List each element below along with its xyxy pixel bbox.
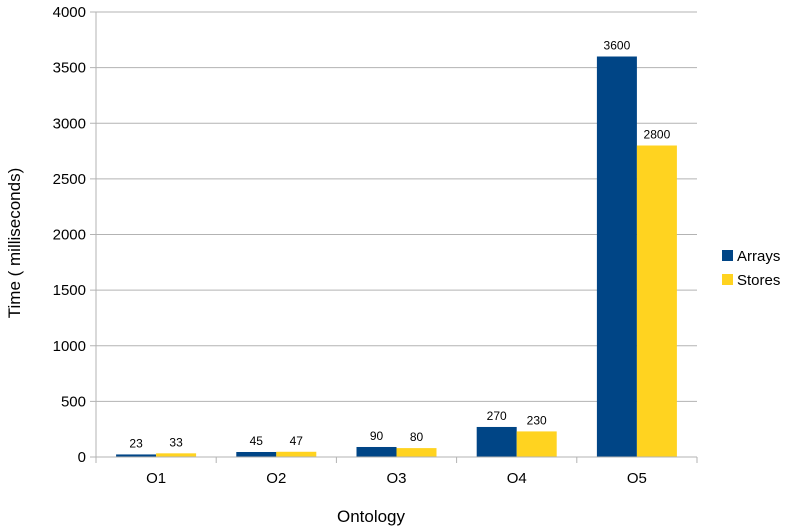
data-label: 2800 [644,128,671,142]
bars [116,56,677,457]
x-tick-label: O1 [146,470,166,487]
bar-arrays-o1 [116,454,157,457]
bar-arrays-o2 [236,451,277,457]
bar-stores-o3 [396,448,437,457]
x-tick-label: O5 [627,470,647,487]
legend-swatch-arrays [722,250,733,261]
y-tick-label: 0 [78,449,86,466]
data-label: 47 [290,434,304,448]
bar-arrays-o5 [596,56,637,457]
legend: Arrays Stores [722,248,780,289]
bar-stores-o2 [276,451,317,457]
x-tick-label: O2 [266,470,286,487]
y-tick-label: 3500 [53,60,86,77]
y-tick-label: 4000 [53,4,86,21]
y-tick-label: 2000 [53,227,86,244]
bar-stores-o1 [156,453,197,457]
data-label: 3600 [604,39,631,53]
data-label: 33 [169,435,183,449]
y-tick-label: 3000 [53,115,86,132]
data-label: 80 [410,430,424,444]
y-tick-label: 500 [61,393,86,410]
x-tick-labels: O1 O2 O3 O4 O5 [95,457,698,487]
legend-swatch-stores [722,274,733,285]
y-axis-title: Time ( milliseconds) [5,168,24,319]
x-tick-label: O4 [507,470,527,487]
x-axis-title: Ontology [337,507,406,526]
bar-arrays-o3 [356,446,397,457]
bar-arrays-o4 [476,426,517,457]
data-label: 270 [487,409,507,423]
legend-label-arrays: Arrays [737,248,780,265]
x-tick-label: O3 [386,470,406,487]
y-tick-label: 1000 [53,338,86,355]
y-tick-label: 1500 [53,282,86,299]
data-labels: 23 33 45 47 90 80 270 230 3600 2800 [129,39,670,451]
data-label: 45 [250,434,264,448]
y-tick-labels: 0 500 1000 1500 2000 2500 3000 3500 4000 [53,4,96,466]
bar-stores-o5 [636,145,677,457]
grid-lines [96,11,697,458]
bar-stores-o4 [516,431,557,457]
data-label: 230 [527,413,547,427]
data-label: 23 [129,436,143,450]
y-tick-label: 2500 [53,171,86,188]
legend-label-stores: Stores [737,272,780,289]
data-label: 90 [370,429,384,443]
